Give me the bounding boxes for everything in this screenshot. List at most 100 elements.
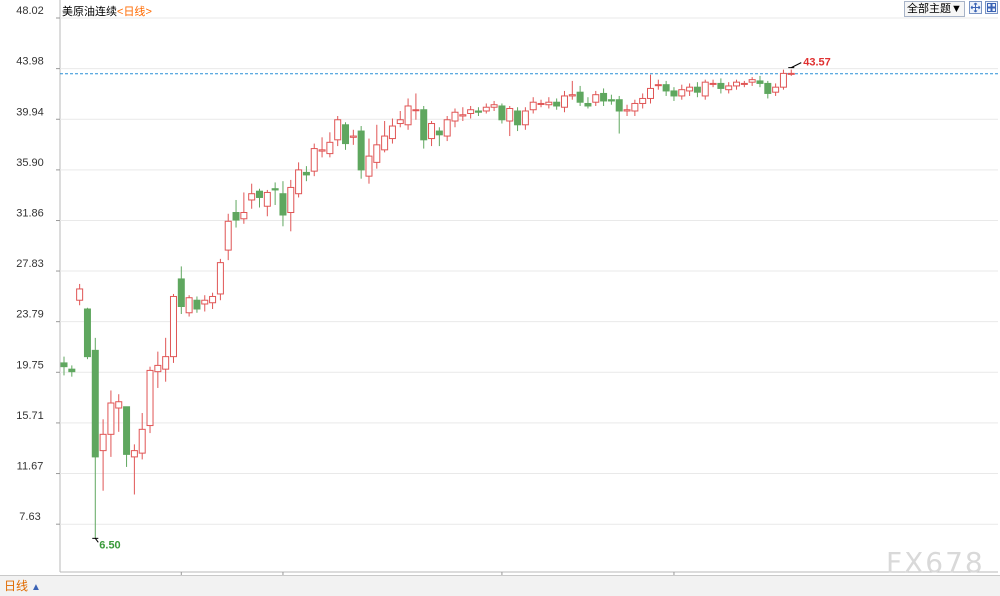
candle-body — [130, 450, 138, 458]
candle-body — [326, 141, 334, 155]
candle-body — [185, 297, 193, 314]
candle-body — [459, 114, 467, 117]
candle-body — [514, 110, 522, 126]
candle-body — [576, 91, 584, 103]
instrument-name: 美原油连续 — [62, 6, 117, 18]
candle-body — [83, 308, 91, 358]
candle-body — [607, 99, 615, 102]
candle-body — [717, 82, 725, 89]
candle-body — [334, 119, 342, 141]
candle-body — [216, 262, 224, 295]
candle-body — [662, 84, 670, 92]
candle-body — [670, 90, 678, 97]
candle-body — [615, 99, 623, 112]
candle-body — [537, 102, 545, 105]
candle-body — [654, 84, 662, 87]
candle-body — [68, 368, 76, 373]
candle-body — [209, 295, 217, 304]
candle-body — [451, 111, 459, 122]
candle-body — [169, 295, 177, 358]
y-tick-label: 48.02 — [16, 5, 44, 17]
candle-body — [162, 356, 170, 370]
y-tick-label: 15.71 — [16, 410, 44, 422]
candle-body — [529, 101, 537, 111]
candle-body — [584, 102, 592, 107]
candle-body — [357, 130, 365, 171]
candle-body — [76, 288, 84, 301]
candle-body — [412, 109, 420, 112]
candle-body — [201, 299, 209, 305]
candle-body — [287, 186, 295, 214]
candle-body — [396, 119, 404, 125]
candle-body — [295, 169, 303, 195]
watermark: FX678 — [886, 546, 985, 579]
candle-body — [420, 109, 428, 141]
candle-body — [302, 171, 310, 176]
period-label[interactable]: <日线> — [117, 6, 152, 18]
fullscreen-icon[interactable] — [969, 1, 982, 14]
y-tick-label: 31.86 — [16, 208, 44, 220]
candle-body — [240, 212, 248, 220]
candle-body — [138, 428, 146, 454]
high-marker-pointer — [791, 62, 802, 69]
candle-body — [498, 105, 506, 121]
candle-body — [521, 110, 529, 126]
y-tick-label: 23.79 — [16, 309, 44, 321]
candle-body — [467, 109, 475, 114]
low-price-label: 6.50 — [99, 539, 120, 551]
candle-body — [733, 81, 741, 87]
candle-body — [310, 148, 318, 172]
candle-body — [115, 401, 123, 409]
low-marker-pointer — [94, 538, 99, 543]
candle-body — [99, 433, 107, 452]
candle-body — [772, 86, 780, 93]
y-tick-label: 27.83 — [16, 258, 44, 270]
candle-body — [506, 107, 514, 122]
y-tick-label: 39.94 — [16, 106, 44, 118]
chart-title: 美原油连续<日线> — [62, 3, 152, 19]
y-tick-label: 11.67 — [17, 461, 44, 473]
candle-body — [146, 369, 154, 427]
candle-body — [342, 124, 350, 145]
candle-body — [545, 101, 553, 106]
candle-body — [600, 92, 608, 102]
candle-body — [365, 155, 373, 177]
candle-body — [177, 278, 185, 307]
candlestick-chart[interactable]: 48.02 43.98 39.94 35.90 31.86 27.83 23.79 19.75… — [0, 0, 1000, 575]
candle-body — [779, 72, 787, 88]
candle-body — [404, 105, 412, 126]
caret-up-icon: ▲ — [31, 582, 41, 593]
candle-body — [482, 106, 490, 112]
candle-body — [709, 82, 717, 85]
candle-body — [764, 82, 772, 94]
candle-body — [279, 193, 287, 216]
candle-body — [756, 80, 764, 84]
candle-body — [560, 95, 568, 108]
candle-body — [388, 125, 396, 140]
candle-body — [725, 85, 733, 91]
candle-body — [443, 119, 451, 137]
candle-body — [60, 362, 68, 368]
candle-body — [349, 135, 357, 138]
candle-body — [123, 406, 131, 455]
candle-body — [256, 190, 263, 198]
bottom-toolbar — [0, 575, 1000, 596]
candle-body — [748, 79, 756, 83]
theme-dropdown-button[interactable]: 全部主题▼ — [904, 1, 965, 17]
y-tick-label: 7.63 — [19, 511, 40, 523]
candle-body — [271, 188, 279, 191]
candle-body — [318, 149, 326, 152]
candle-body — [701, 81, 709, 97]
period-tab[interactable]: 日线 ▲ — [4, 579, 41, 593]
y-tick-label: 35.90 — [16, 157, 44, 169]
candle-body — [232, 212, 240, 221]
candle-body — [623, 109, 631, 112]
candle-body — [693, 86, 701, 93]
candle-body — [107, 402, 115, 435]
candle-body — [435, 130, 443, 136]
candle-body — [428, 123, 436, 140]
candle-body — [686, 86, 694, 92]
settings-icon[interactable] — [985, 1, 998, 14]
candle-body — [639, 97, 647, 104]
candle-body — [154, 364, 162, 373]
